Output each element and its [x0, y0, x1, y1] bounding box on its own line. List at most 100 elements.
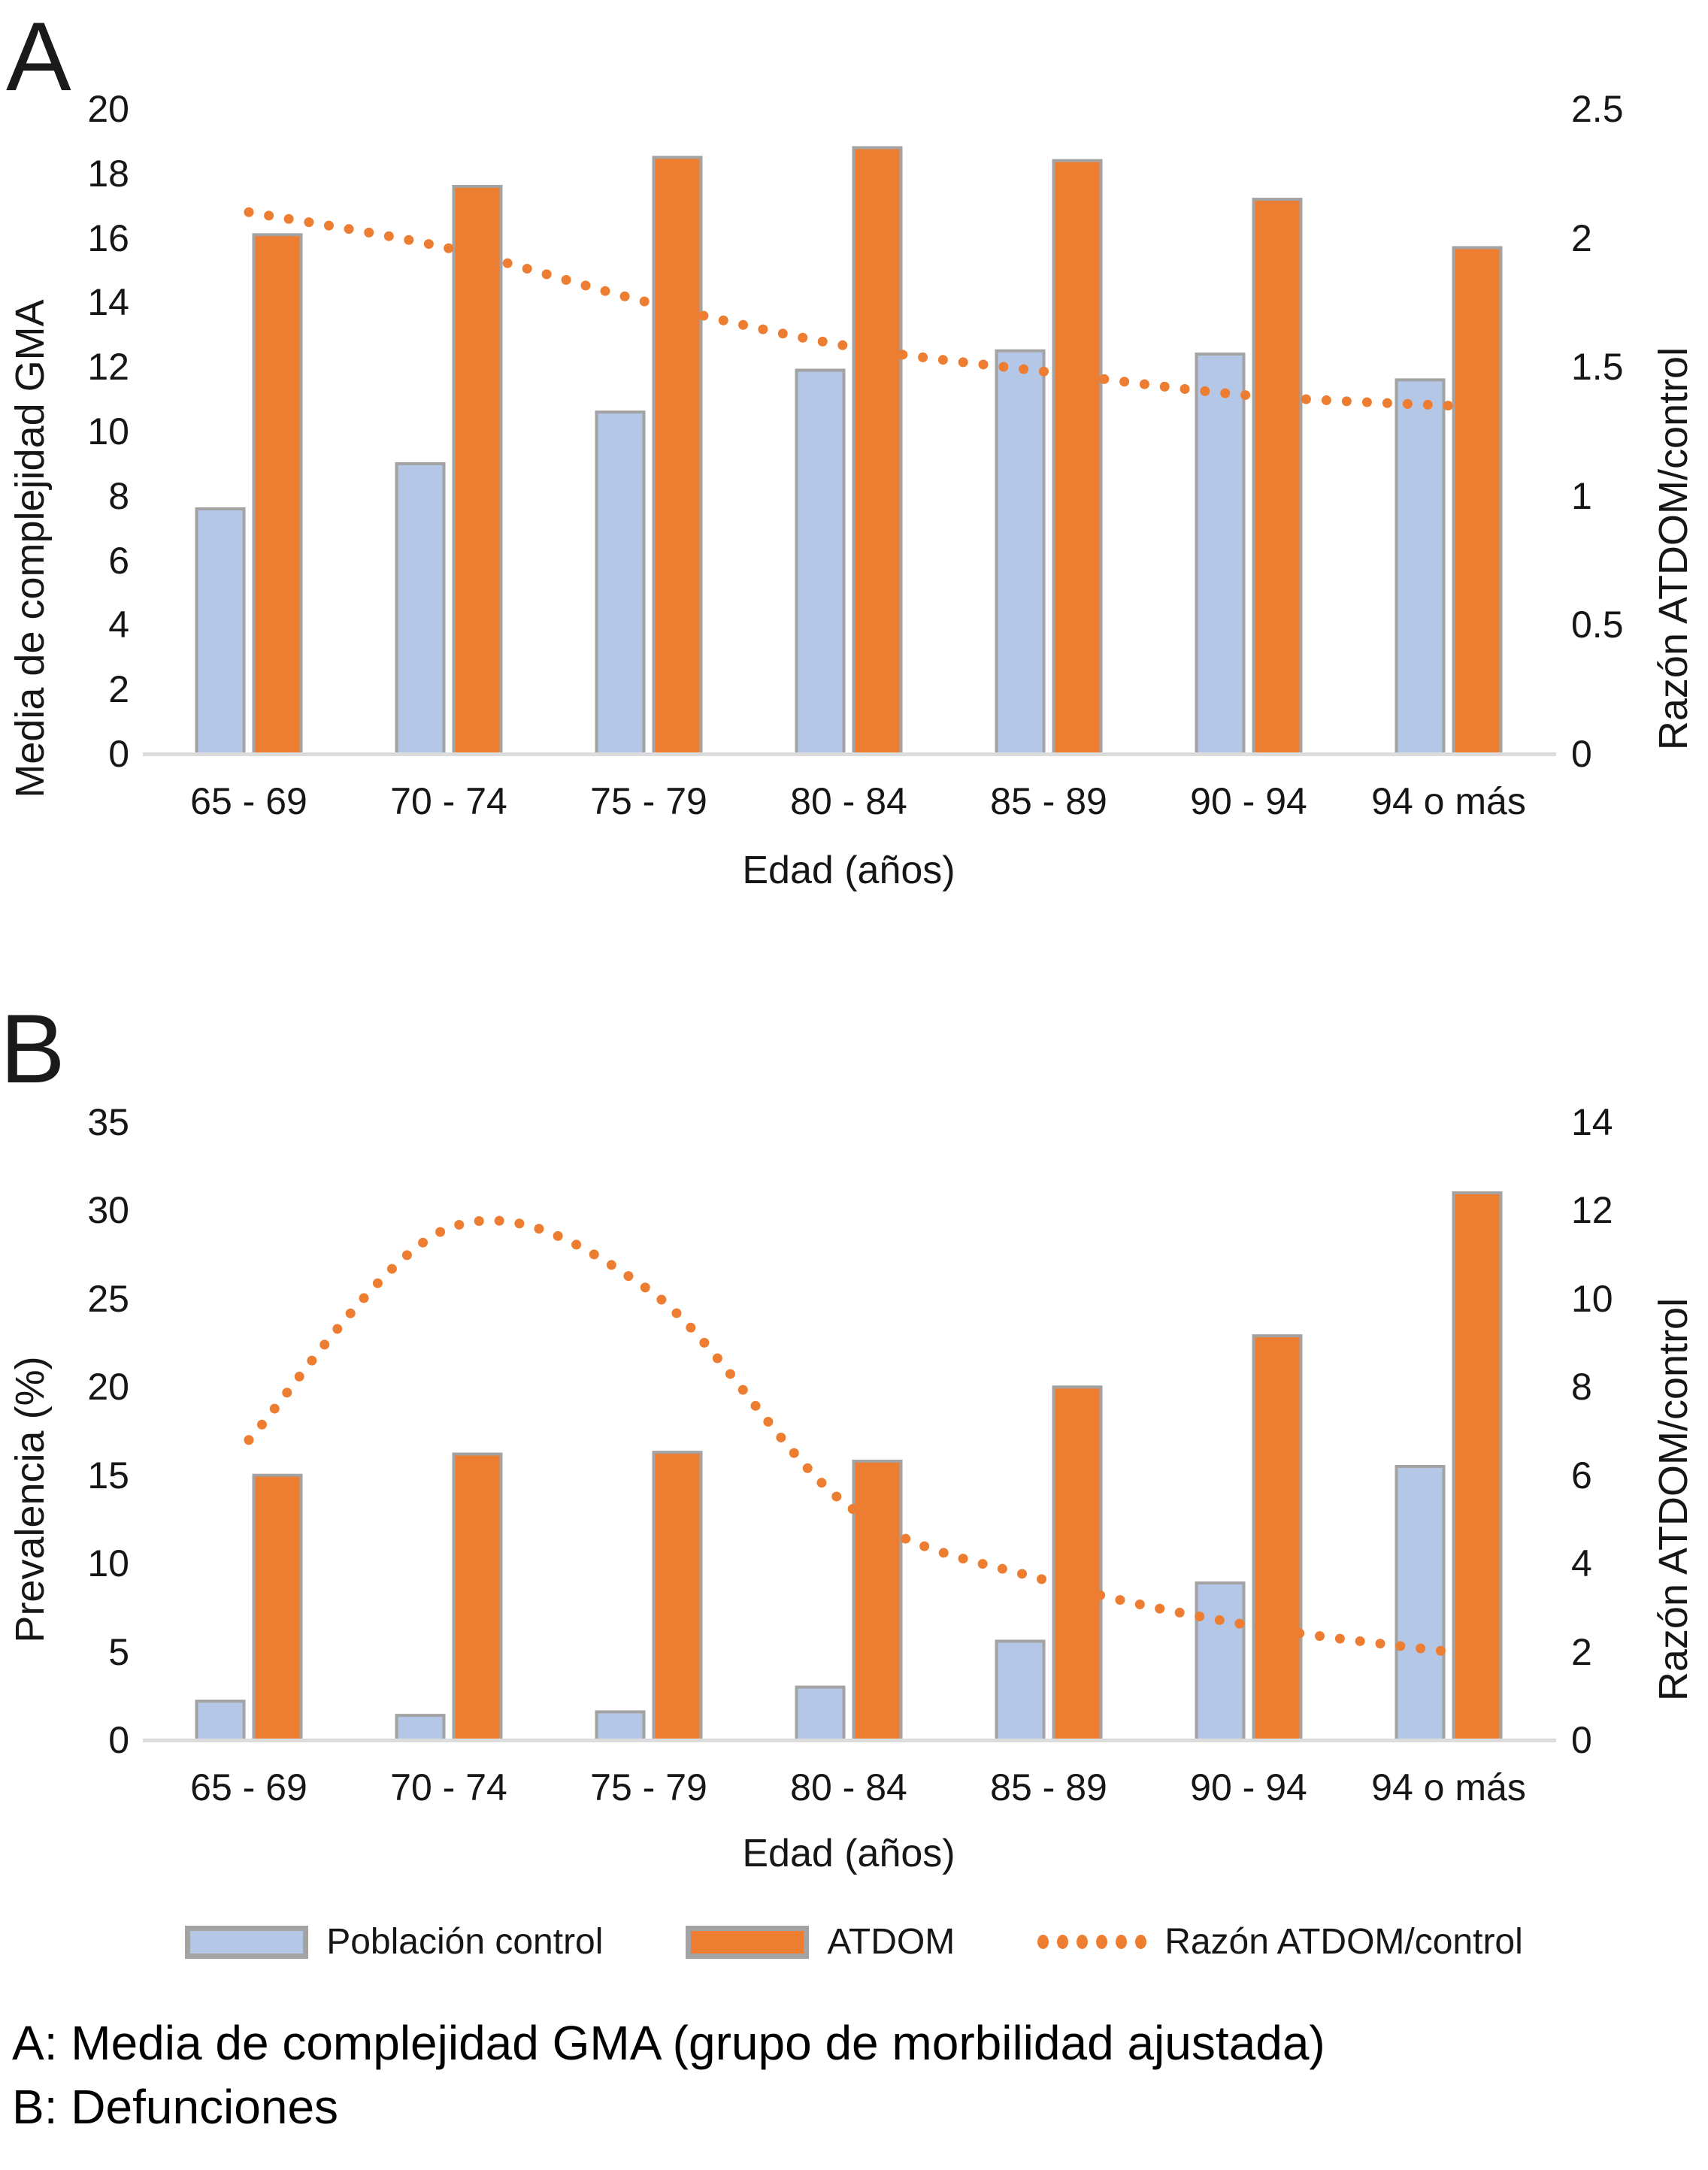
panel-a-x-category: 70 - 74 [390, 780, 507, 822]
bar-atdom-a [1452, 246, 1503, 754]
bar-control-b [595, 1710, 646, 1740]
bar-control-a [1195, 353, 1246, 754]
panel-b-y-right-tick: 8 [1571, 1366, 1592, 1409]
panel-b-y-left-tick: 30 [87, 1189, 129, 1232]
panel-b-x-category: 75 - 79 [590, 1766, 707, 1808]
panel-a-y-left-tick: 10 [87, 410, 129, 452]
legend-item-atdom: ATDOM [686, 1921, 955, 1963]
bar-atdom-b [452, 1452, 503, 1740]
bar-atdom-b [1052, 1385, 1103, 1740]
panel-b-y-left-tick: 0 [108, 1719, 129, 1761]
panel-a-y-left-tick: 16 [87, 216, 129, 259]
dotted-line-swatch-icon [1037, 1935, 1147, 1949]
panel-a-x-category: 80 - 84 [790, 780, 907, 822]
caption-line-a: A: Media de complejidad GMA (grupo de mo… [12, 2016, 1325, 2070]
legend-dot-icon [1077, 1935, 1089, 1949]
panel-a-y-right-tick: 1 [1571, 474, 1592, 517]
panel-a-y-right-tick: 0 [1571, 733, 1592, 775]
panel-b-x-category: 90 - 94 [1190, 1766, 1307, 1808]
panel-b-x-axis-line [143, 1739, 1556, 1742]
panel-b-y-right-tick: 6 [1571, 1454, 1592, 1497]
ratio-dotted-line-a [244, 207, 1454, 411]
bar-atdom-a [652, 156, 703, 754]
bar-atdom-a [252, 233, 303, 754]
panel-a-x-category: 65 - 69 [190, 780, 307, 822]
panel-b-x-category: 94 o más [1371, 1766, 1526, 1808]
panel-b-x-category: 80 - 84 [790, 1766, 907, 1808]
caption-line-b: B: Defunciones [12, 2080, 339, 2135]
bar-control-b [1395, 1464, 1446, 1740]
panel-b-x-category: 65 - 69 [190, 1766, 307, 1808]
panel-a-y-left-tick: 6 [108, 539, 129, 582]
figure-caption: A: Media de complejidad GMA (grupo de mo… [12, 2011, 1325, 2139]
panel-b-plot [195, 1191, 1503, 1740]
panel-a-x-axis-line [143, 752, 1556, 756]
panel-b-y-right-tick: 4 [1571, 1542, 1592, 1585]
bar-atdom-a [852, 146, 903, 754]
panel-a-y-right-tick: 0.5 [1571, 604, 1624, 646]
panel-b-x-title: Edad (años) [742, 1832, 955, 1875]
panel-a-y-right-tick: 1.5 [1571, 346, 1624, 389]
panel-b-y-left-tick: 25 [87, 1277, 129, 1320]
legend-item-control: Población control [185, 1921, 603, 1963]
bar-atdom-b [1452, 1191, 1503, 1740]
bar-atdom-b [652, 1451, 703, 1740]
panel-a-y-left-tick: 14 [87, 281, 129, 324]
bar-control-a [195, 507, 246, 754]
legend-dot-icon [1057, 1935, 1069, 1949]
ratio-dotted-line-b [244, 1215, 1454, 1657]
legend-dot-icon [1037, 1935, 1049, 1949]
legend-dot-icon [1135, 1935, 1147, 1949]
legend-label-control: Población control [326, 1922, 604, 1962]
bar-atdom-b [1252, 1334, 1303, 1740]
panel-a-y-left-tick: 12 [87, 346, 129, 389]
legend-label-ratio: Razón ATDOM/control [1164, 1922, 1523, 1962]
bar-control-a [995, 349, 1046, 754]
panel-a-y-left-tick: 4 [108, 604, 129, 646]
panel-a-y-right-tick: 2.5 [1571, 88, 1624, 130]
panel-b-letter: B [0, 994, 65, 1103]
panel-a-letter: A [6, 2, 71, 111]
bar-control-a [595, 410, 646, 754]
panel-b-y-right-tick: 12 [1571, 1189, 1613, 1232]
legend: Población control ATDOM Razón ATDOM/cont… [0, 1921, 1708, 1963]
bar-atdom-b [852, 1459, 903, 1740]
panel-a-x-category: 85 - 89 [990, 780, 1107, 822]
panel-b-y-right-tick: 2 [1571, 1630, 1592, 1673]
bar-control-b [395, 1714, 446, 1740]
panel-a-y-left-tick: 2 [108, 668, 129, 711]
panel-b-y-left-tick: 15 [87, 1454, 129, 1497]
panel-b-y-left-tick: 35 [87, 1101, 129, 1143]
panel-b-y-left-tick: 5 [108, 1630, 129, 1673]
panel-a-y-right-title: Razón ATDOM/control [1651, 347, 1696, 751]
bar-atdom-a [1252, 198, 1303, 754]
panel-a-x-category: 90 - 94 [1190, 780, 1307, 822]
panel-b-y-right-tick: 0 [1571, 1719, 1592, 1761]
legend-item-ratio: Razón ATDOM/control [1037, 1921, 1523, 1963]
control-bar-swatch-icon [185, 1925, 309, 1959]
bar-control-a [795, 368, 846, 754]
atdom-bar-swatch-icon [686, 1925, 810, 1959]
panel-a-y-left-tick: 8 [108, 474, 129, 517]
panel-b-x-category: 85 - 89 [990, 1766, 1107, 1808]
panel-b-y-right-tick: 10 [1571, 1277, 1613, 1320]
bar-atdom-b [252, 1473, 303, 1740]
bar-control-b [1195, 1581, 1246, 1740]
panel-a-plot [195, 146, 1503, 754]
bar-control-b [795, 1685, 846, 1740]
legend-label-atdom: ATDOM [827, 1922, 955, 1962]
bar-atdom-a [452, 184, 503, 754]
panel-a-x-category: 75 - 79 [590, 780, 707, 822]
panel-b-x-category: 70 - 74 [390, 1766, 507, 1808]
panel-a-x-category: 94 o más [1371, 780, 1526, 822]
panel-a-y-left-tick: 0 [108, 733, 129, 775]
bar-control-b [995, 1639, 1046, 1740]
legend-dot-icon [1096, 1935, 1108, 1949]
panel-b-y-left-tick: 10 [87, 1542, 129, 1585]
panel-a-y-left-tick: 18 [87, 152, 129, 195]
panel-a-x-title: Edad (años) [742, 849, 955, 892]
panel-a-y-left-tick: 20 [87, 88, 129, 130]
bar-control-a [395, 462, 446, 754]
bar-control-b [195, 1699, 246, 1740]
